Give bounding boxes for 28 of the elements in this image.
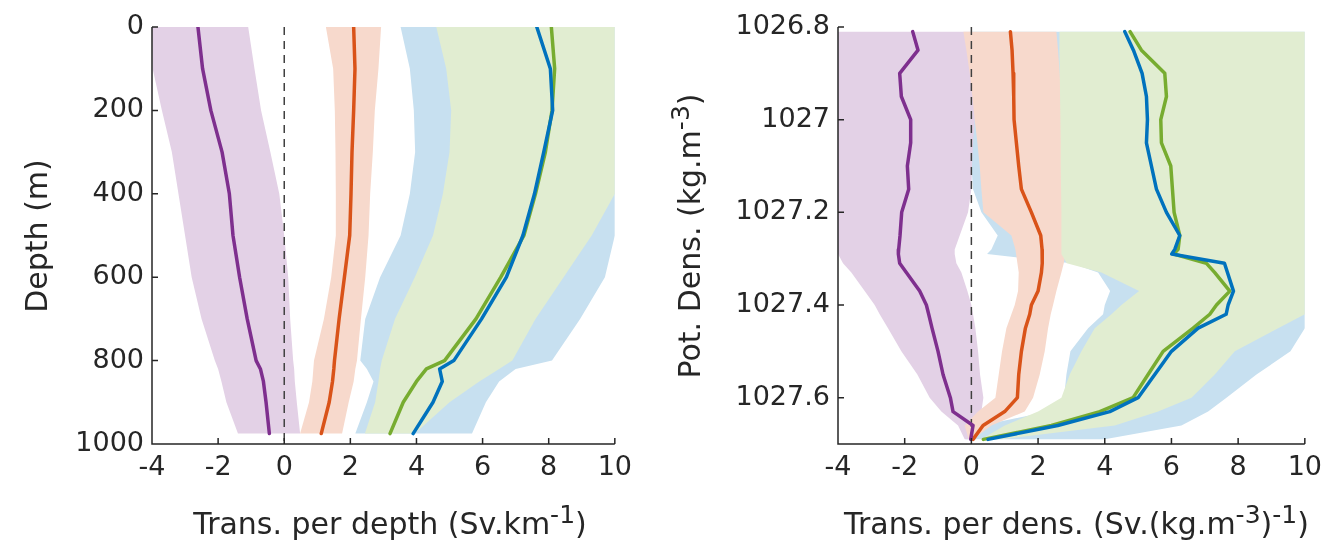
x-tick-label: -4 bbox=[824, 450, 852, 482]
x-tick-label: 6 bbox=[1162, 450, 1181, 482]
y-tick-label: 600 bbox=[92, 259, 144, 291]
y-tick-label: 0 bbox=[126, 9, 144, 41]
x-tick-label: -2 bbox=[891, 450, 919, 482]
x-tick-label: 2 bbox=[1029, 450, 1047, 482]
x-tick-label: 2 bbox=[341, 450, 359, 482]
y-tick-label: 1026.8 bbox=[735, 9, 830, 41]
x-tick-label: 4 bbox=[407, 450, 426, 482]
x-tick-label: 0 bbox=[962, 450, 980, 482]
y-tick-label: 200 bbox=[92, 92, 144, 124]
x-axis-title: Trans. per dens. (Sv.(kg.m$^{-3}$)$^{-1}$) bbox=[844, 500, 1309, 541]
y-tick-label: 1027.2 bbox=[735, 194, 830, 226]
y-tick-label: 1027.4 bbox=[735, 287, 830, 319]
y-tick-label: 1027.6 bbox=[735, 379, 830, 411]
x-tick-label: 8 bbox=[540, 450, 558, 482]
y-axis-title: Depth (m) bbox=[18, 158, 54, 313]
x-tick-label: 10 bbox=[1287, 450, 1322, 482]
y-tick-label: 1027 bbox=[761, 101, 830, 133]
x-tick-label: 8 bbox=[1229, 450, 1247, 482]
y-tick-label: 800 bbox=[92, 342, 144, 374]
y-tick-label: 400 bbox=[92, 175, 144, 207]
x-tick-label: -2 bbox=[204, 450, 232, 482]
x-axis-title: Trans. per depth (Sv.km$^{-1}$) bbox=[193, 500, 587, 541]
x-tick-label: 4 bbox=[1096, 450, 1114, 482]
x-tick-label: 6 bbox=[473, 450, 492, 482]
x-tick-label: 0 bbox=[275, 450, 293, 482]
x-tick-label: 10 bbox=[597, 450, 632, 482]
